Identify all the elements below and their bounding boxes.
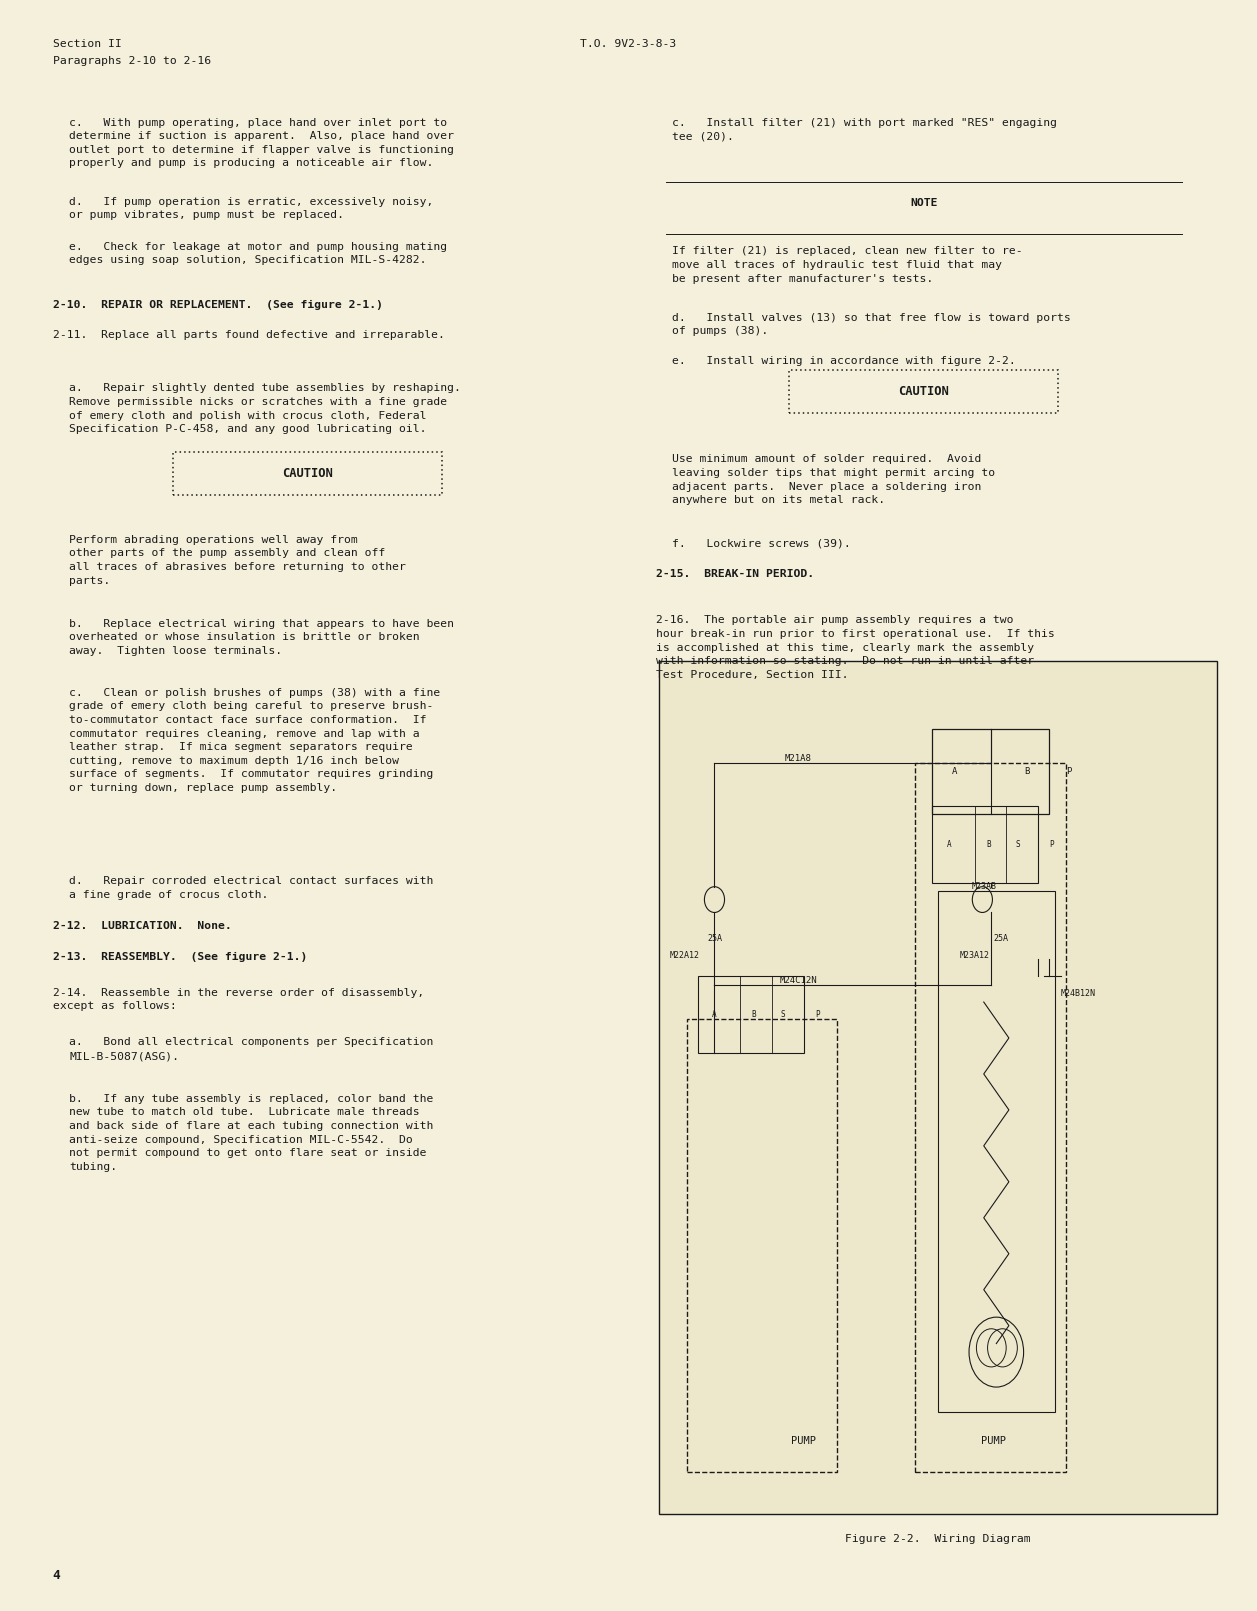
Text: A: A [713,1010,716,1020]
Text: A: A [952,767,957,777]
Bar [933,806,1038,883]
Text: P: P [1066,767,1071,777]
Text: B: B [1024,767,1029,777]
Text: e.   Check for leakage at motor and pump housing mating
edges using soap solutio: e. Check for leakage at motor and pump h… [69,242,447,266]
Text: P: P [1050,839,1053,849]
Text: Paragraphs 2-10 to 2-16: Paragraphs 2-10 to 2-16 [53,56,211,66]
Text: NOTE: NOTE [910,198,938,208]
Bar [686,1020,837,1472]
Text: d.   If pump operation is erratic, excessively noisy,
or pump vibrates, pump mus: d. If pump operation is erratic, excessi… [69,197,434,221]
Text: d.   Repair corroded electrical contact surfaces with
a fine grade of crocus clo: d. Repair corroded electrical contact su… [69,876,434,901]
Text: a.   Repair slightly dented tube assemblies by reshaping.
Remove permissible nic: a. Repair slightly dented tube assemblie… [69,383,461,435]
Text: 2-14.  Reassemble in the reverse order of disassembly,
except as follows:: 2-14. Reassemble in the reverse order of… [53,988,424,1012]
Text: M24B12N: M24B12N [1061,989,1096,997]
Text: 2-12.  LUBRICATION.  None.: 2-12. LUBRICATION. None. [53,921,231,931]
Text: Figure 2-2.  Wiring Diagram: Figure 2-2. Wiring Diagram [845,1534,1031,1543]
Text: M23AB: M23AB [972,883,997,891]
Text: 2-15.  BREAK-IN PERIOD.: 2-15. BREAK-IN PERIOD. [656,569,815,578]
Text: M21A8: M21A8 [784,754,812,764]
Text: c.   Install filter (21) with port marked "RES" engaging
tee (20).: c. Install filter (21) with port marked … [672,118,1057,142]
Text: b.   Replace electrical wiring that appears to have been
overheated or whose ins: b. Replace electrical wiring that appear… [69,619,454,656]
Bar [933,728,1050,814]
Bar [659,661,1217,1514]
Text: d.   Install valves (13) so that free flow is toward ports
of pumps (38).: d. Install valves (13) so that free flow… [672,313,1071,337]
Text: B: B [752,1010,757,1020]
Bar [698,976,803,1054]
Text: Section II: Section II [53,39,122,48]
Text: S: S [781,1010,786,1020]
Text: e.   Install wiring in accordance with figure 2-2.: e. Install wiring in accordance with fig… [672,356,1016,366]
Text: M24C12N: M24C12N [779,976,817,984]
Text: If filter (21) is replaced, clean new filter to re-
move all traces of hydraulic: If filter (21) is replaced, clean new fi… [672,246,1023,284]
Text: 25A: 25A [706,934,722,942]
Text: M23A12: M23A12 [960,950,991,960]
Text: T.O. 9V2-3-8-3: T.O. 9V2-3-8-3 [581,39,676,48]
Text: P: P [815,1010,820,1020]
Text: A: A [947,839,952,849]
Text: B: B [987,839,991,849]
Text: 2-13.  REASSEMBLY.  (See figure 2-1.): 2-13. REASSEMBLY. (See figure 2-1.) [53,952,307,962]
Text: PUMP: PUMP [791,1435,816,1447]
Text: Perform abrading operations well away from
other parts of the pump assembly and : Perform abrading operations well away fr… [69,535,406,586]
Bar [938,891,1055,1411]
Text: M22A12: M22A12 [670,950,700,960]
Text: 2-10.  REPAIR OR REPLACEMENT.  (See figure 2-1.): 2-10. REPAIR OR REPLACEMENT. (See figure… [53,300,383,309]
Text: Use minimum amount of solder required.  Avoid
leaving solder tips that might per: Use minimum amount of solder required. A… [672,454,996,506]
Text: a.   Bond all electrical components per Specification
MIL-B-5087(ASG).: a. Bond all electrical components per Sp… [69,1037,434,1062]
Text: c.   Clean or polish brushes of pumps (38) with a fine
grade of emery cloth bein: c. Clean or polish brushes of pumps (38)… [69,688,440,793]
Text: S: S [1016,839,1019,849]
Text: 25A: 25A [993,934,1008,942]
Text: 2-16.  The portable air pump assembly requires a two
hour break-in run prior to : 2-16. The portable air pump assembly req… [656,615,1055,680]
Bar [915,764,1066,1472]
Text: f.   Lockwire screws (39).: f. Lockwire screws (39). [672,538,851,548]
Text: b.   If any tube assembly is replaced, color band the
new tube to match old tube: b. If any tube assembly is replaced, col… [69,1094,434,1171]
Text: CAUTION: CAUTION [899,385,949,398]
Text: 2-11.  Replace all parts found defective and irreparable.: 2-11. Replace all parts found defective … [53,330,445,340]
Text: PUMP: PUMP [980,1435,1006,1447]
Text: CAUTION: CAUTION [283,467,333,480]
Text: 4: 4 [53,1569,60,1582]
Text: c.   With pump operating, place hand over inlet port to
determine if suction is : c. With pump operating, place hand over … [69,118,454,169]
